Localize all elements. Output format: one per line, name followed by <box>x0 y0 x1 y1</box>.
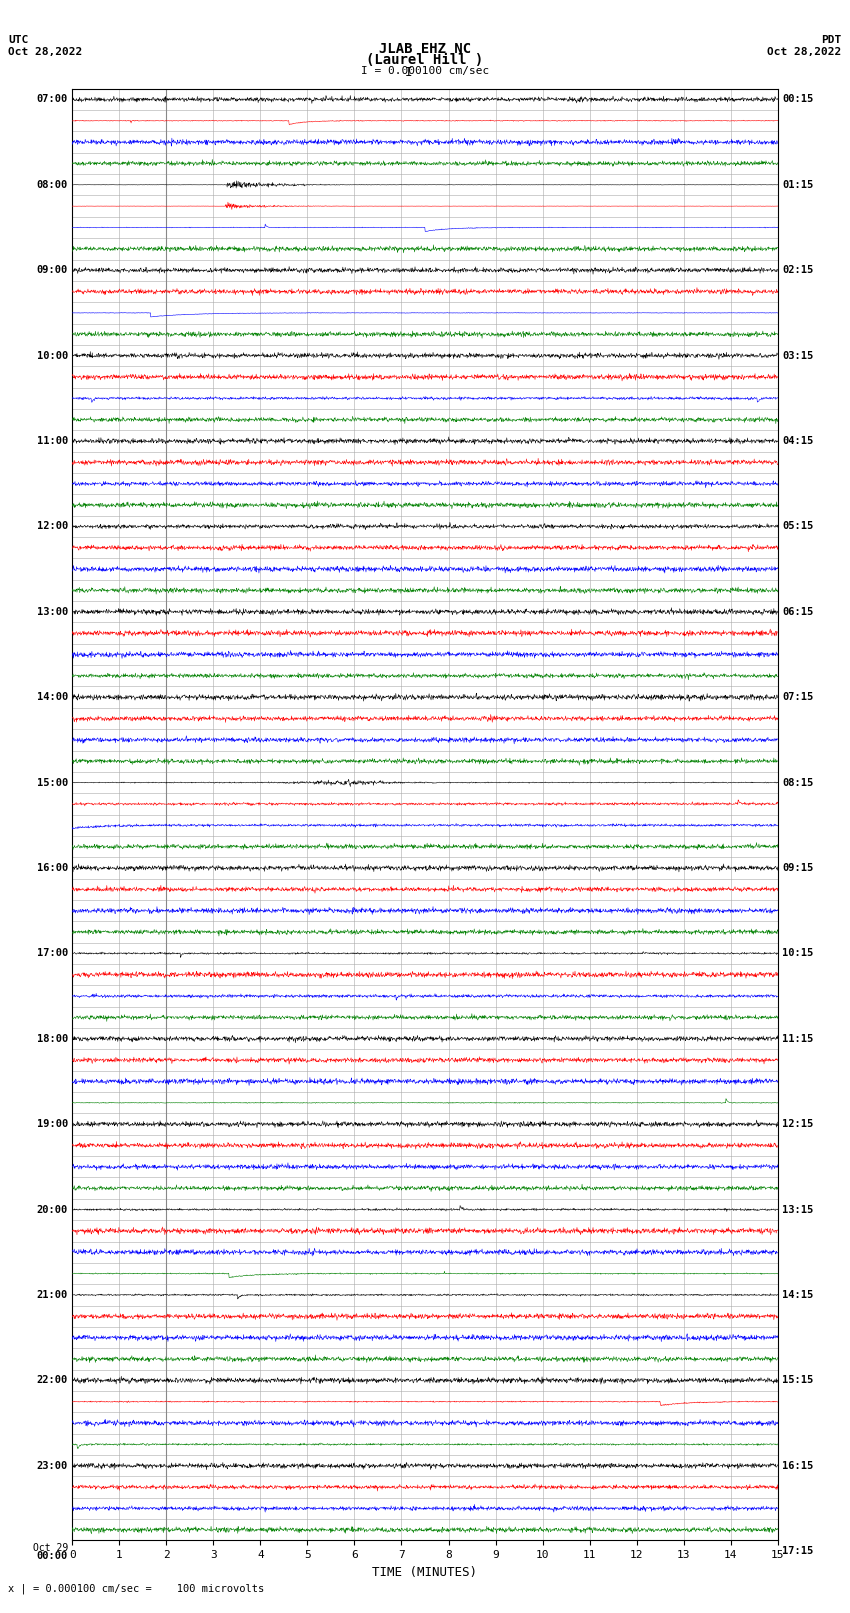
Text: 21:00: 21:00 <box>37 1290 68 1300</box>
Text: 17:00: 17:00 <box>37 948 68 958</box>
Text: I: I <box>405 66 411 79</box>
Text: 10:00: 10:00 <box>37 350 68 361</box>
Text: 00:00: 00:00 <box>37 1552 68 1561</box>
Text: 20:00: 20:00 <box>37 1205 68 1215</box>
Text: 10:15: 10:15 <box>782 948 813 958</box>
Text: 11:00: 11:00 <box>37 436 68 445</box>
Text: 13:00: 13:00 <box>37 606 68 616</box>
Text: 07:00: 07:00 <box>37 95 68 105</box>
Text: PDT: PDT <box>821 35 842 45</box>
Text: (Laurel Hill ): (Laurel Hill ) <box>366 53 484 68</box>
Text: 08:15: 08:15 <box>782 777 813 787</box>
Text: 04:15: 04:15 <box>782 436 813 445</box>
Text: 22:00: 22:00 <box>37 1376 68 1386</box>
Text: 02:15: 02:15 <box>782 265 813 276</box>
Text: 07:15: 07:15 <box>782 692 813 702</box>
Text: 14:15: 14:15 <box>782 1290 813 1300</box>
Text: 00:15: 00:15 <box>782 95 813 105</box>
Text: x | = 0.000100 cm/sec =    100 microvolts: x | = 0.000100 cm/sec = 100 microvolts <box>8 1582 264 1594</box>
X-axis label: TIME (MINUTES): TIME (MINUTES) <box>372 1566 478 1579</box>
Text: 03:15: 03:15 <box>782 350 813 361</box>
Text: 08:00: 08:00 <box>37 179 68 190</box>
Text: 23:00: 23:00 <box>37 1461 68 1471</box>
Text: Oct 29: Oct 29 <box>33 1544 68 1553</box>
Text: Oct 28,2022: Oct 28,2022 <box>768 47 842 56</box>
Text: 09:15: 09:15 <box>782 863 813 873</box>
Text: I = 0.000100 cm/sec: I = 0.000100 cm/sec <box>361 66 489 76</box>
Text: 15:00: 15:00 <box>37 777 68 787</box>
Text: 17:15: 17:15 <box>782 1547 813 1557</box>
Text: UTC: UTC <box>8 35 29 45</box>
Text: 16:15: 16:15 <box>782 1461 813 1471</box>
Text: 12:00: 12:00 <box>37 521 68 531</box>
Text: JLAB EHZ NC: JLAB EHZ NC <box>379 42 471 56</box>
Text: 05:15: 05:15 <box>782 521 813 531</box>
Text: 19:00: 19:00 <box>37 1119 68 1129</box>
Text: 18:00: 18:00 <box>37 1034 68 1044</box>
Text: 06:15: 06:15 <box>782 606 813 616</box>
Text: 13:15: 13:15 <box>782 1205 813 1215</box>
Text: 15:15: 15:15 <box>782 1376 813 1386</box>
Text: 16:00: 16:00 <box>37 863 68 873</box>
Text: 01:15: 01:15 <box>782 179 813 190</box>
Text: 12:15: 12:15 <box>782 1119 813 1129</box>
Text: Oct 28,2022: Oct 28,2022 <box>8 47 82 56</box>
Text: 11:15: 11:15 <box>782 1034 813 1044</box>
Text: 09:00: 09:00 <box>37 265 68 276</box>
Text: 14:00: 14:00 <box>37 692 68 702</box>
